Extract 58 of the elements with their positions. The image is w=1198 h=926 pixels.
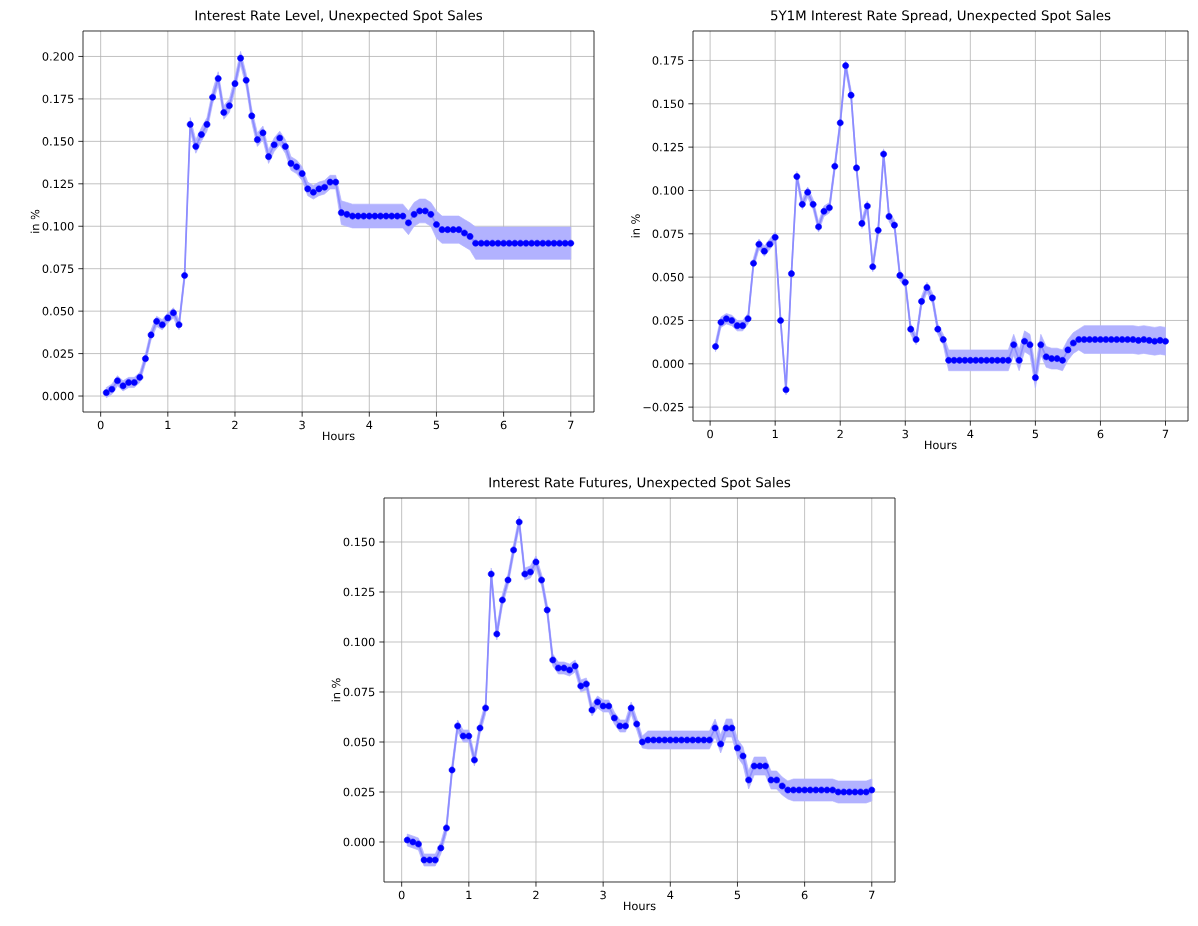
y-tick-label: 0.175 (652, 56, 684, 65)
x-tick-label: 2 (837, 429, 843, 439)
chart-title: Interest Rate Futures, Unexpected Spot Sales (489, 477, 791, 490)
y-tick-label: 0.075 (42, 264, 74, 273)
y-tick-label: 0.000 (652, 359, 684, 369)
x-tick-label: 5 (433, 420, 440, 430)
x-tick-label: 7 (1162, 429, 1169, 438)
x-tick-label: 6 (801, 890, 808, 900)
y-tick-label: 0.050 (343, 737, 375, 747)
x-axis-title: Hours (624, 901, 656, 911)
y-tick-label: 0.150 (343, 537, 375, 547)
y-tick-label: 0.125 (652, 142, 684, 152)
y-tick-label: 0.125 (343, 587, 375, 597)
y-tick-label: 0.025 (42, 349, 74, 358)
x-tick-label: 1 (466, 890, 472, 899)
x-tick-label: 5 (1032, 429, 1038, 439)
y-tick-label: 0.025 (652, 316, 684, 325)
x-tick-label: 3 (902, 429, 908, 439)
x-tick-label: 0 (707, 429, 713, 439)
x-tick-label: 4 (667, 890, 674, 899)
x-tick-label: 5 (734, 890, 741, 900)
y-tick-label: 0.000 (42, 391, 74, 401)
y-axis-title: in % (30, 209, 40, 233)
x-axis-title: Hours (323, 431, 355, 441)
y-tick-label: 0.200 (42, 52, 74, 61)
y-tick-label: 0.175 (42, 94, 74, 104)
x-tick-label: 6 (500, 420, 507, 430)
x-tick-label: 7 (568, 420, 574, 429)
y-tick-label: 0.050 (42, 306, 74, 316)
y-tick-label: 0.125 (42, 179, 74, 189)
x-axis-title: Hours (925, 440, 957, 450)
y-tick-label: 0.100 (42, 221, 74, 231)
y-tick-label: 0.000 (343, 837, 375, 847)
y-tick-label: 0.025 (343, 787, 375, 797)
chart-title: Interest Rate Level, Unexpected Spot Sales (195, 10, 483, 23)
y-tick-label: 0.075 (652, 229, 684, 239)
y-tick-label: 0.050 (652, 272, 684, 282)
x-tick-label: 0 (97, 420, 104, 430)
x-tick-label: 4 (366, 420, 373, 429)
y-tick-label: 0.150 (42, 137, 74, 146)
x-tick-label: 6 (1097, 429, 1104, 439)
y-tick-label: 0.100 (652, 186, 684, 195)
y-tick-label: −0.025 (643, 402, 684, 412)
y-axis-title: in % (331, 678, 341, 702)
x-tick-label: 3 (600, 890, 606, 900)
y-tick-label: 0.100 (343, 637, 375, 647)
x-tick-label: 4 (967, 429, 974, 438)
x-tick-label: 7 (869, 890, 875, 899)
y-tick-label: 0.150 (652, 99, 684, 109)
x-tick-label: 3 (299, 420, 305, 430)
x-tick-label: 2 (533, 890, 539, 900)
x-tick-label: 1 (165, 420, 171, 429)
y-axis-title: in % (631, 214, 640, 238)
chart-title: 5Y1M Interest Rate Spread, Unexpected Spot Sales (771, 10, 1111, 23)
x-tick-label: 1 (772, 429, 778, 438)
x-tick-label: 0 (398, 890, 405, 900)
x-tick-label: 2 (232, 420, 238, 430)
y-tick-label: 0.075 (343, 687, 375, 697)
